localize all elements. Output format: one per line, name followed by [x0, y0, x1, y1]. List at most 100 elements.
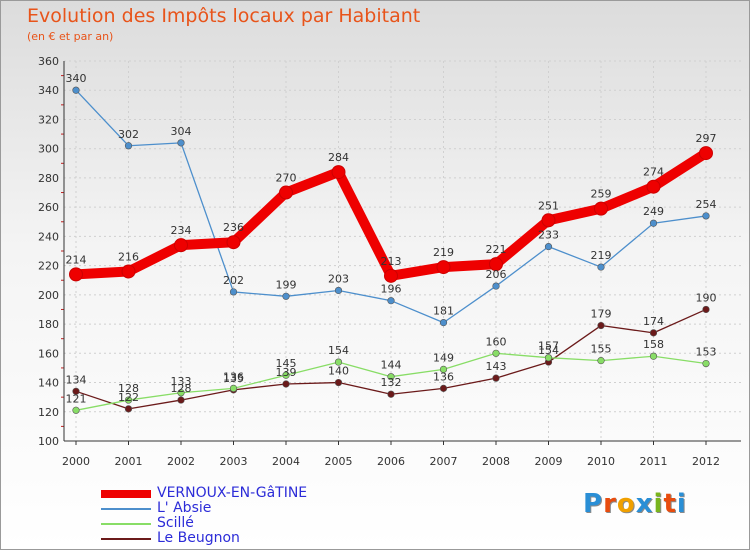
x-tick-label: 2012 [692, 455, 720, 468]
legend-item-beugnon: Le Beugnon [101, 531, 321, 546]
data-point [72, 387, 80, 395]
y-tick-label: 320 [38, 113, 59, 126]
data-point [439, 319, 448, 327]
data-point [124, 396, 133, 404]
data-point [331, 165, 346, 180]
legend-label-beugnon: Le Beugnon [157, 530, 240, 546]
data-point [597, 321, 605, 330]
logo-letter: i [653, 489, 664, 519]
data-point [229, 384, 238, 392]
data-label: 206 [486, 268, 507, 281]
data-point [282, 292, 290, 300]
data-label: 219 [433, 246, 454, 259]
data-point [544, 354, 553, 362]
x-tick-label: 2000 [62, 455, 90, 468]
legend-item-vernoux: VERNOUX-EN-GâTINE [101, 486, 321, 501]
data-label: 133 [171, 375, 192, 388]
data-label: 304 [171, 125, 192, 138]
x-tick-label: 2004 [272, 455, 300, 468]
y-tick-label: 160 [38, 347, 59, 360]
data-label: 181 [433, 305, 454, 318]
axes: 100 120 140 160 180 200 220 240 260 280 300 320 340 3… [38, 55, 741, 468]
data-point [177, 389, 185, 397]
data-label: 157 [538, 340, 559, 353]
y-tick-label: 220 [38, 260, 59, 273]
legend-swatch-absie [101, 508, 151, 510]
data-point [72, 86, 80, 94]
data-label: 174 [643, 315, 664, 328]
y-tick-label: 100 [38, 435, 59, 448]
y-tick-label: 300 [38, 143, 59, 156]
chart-title: Evolution des Impôts locaux par Habitant [27, 5, 421, 27]
data-point [649, 219, 658, 227]
data-label: 214 [66, 253, 87, 266]
data-label: 213 [381, 255, 402, 268]
data-point [597, 263, 605, 271]
data-point [702, 359, 710, 368]
data-label: 216 [118, 250, 139, 263]
y-tick-label: 360 [38, 55, 59, 68]
data-point [279, 185, 293, 200]
data-label: 136 [223, 370, 244, 383]
legend-item-absie: L' Absie [101, 501, 321, 516]
x-tick-label: 2003 [220, 455, 248, 468]
data-label: 154 [328, 344, 349, 357]
x-tick-label: 2007 [430, 455, 458, 468]
legend-label-scille: Scillé [157, 515, 194, 531]
data-point [177, 139, 185, 147]
data-label: 143 [486, 360, 507, 373]
data-label: 179 [591, 308, 612, 321]
proxiti-logo: Proxiti [583, 489, 687, 519]
data-point [334, 286, 343, 295]
data-point [594, 201, 608, 216]
chart-subtitle: (en € et par an) [27, 30, 114, 43]
logo-letter: i [676, 489, 687, 519]
legend: VERNOUX-EN-GâTINE L' Absie Scillé Le Beu… [101, 486, 321, 546]
data-point [439, 384, 448, 392]
data-point [174, 238, 188, 253]
data-point [649, 352, 658, 360]
data-point [124, 142, 133, 150]
x-tick-label: 2002 [167, 455, 195, 468]
data-point [387, 373, 395, 381]
data-point [492, 374, 500, 382]
data-label: 128 [118, 382, 139, 395]
data-label: 128 [171, 382, 192, 395]
data-label: 297 [696, 132, 717, 145]
data-point [436, 260, 451, 275]
legend-swatch-scille [101, 523, 151, 525]
data-label: 251 [538, 199, 559, 212]
data-label: 259 [591, 188, 612, 201]
data-label: 140 [328, 365, 349, 378]
logo-letter: t [663, 489, 677, 519]
data-label: 302 [118, 128, 139, 141]
data-label: 199 [276, 278, 297, 291]
data-label: 144 [381, 359, 402, 372]
data-point [439, 365, 448, 373]
data-point [541, 213, 556, 228]
data-point [489, 257, 503, 272]
data-point [492, 282, 500, 290]
series-lines [69, 86, 713, 414]
data-point [334, 358, 343, 366]
x-tick-label: 2010 [587, 455, 615, 468]
data-label: 274 [643, 166, 664, 179]
data-label: 121 [66, 392, 87, 405]
x-tick-label: 2009 [535, 455, 563, 468]
data-label: 139 [276, 366, 297, 379]
data-point [334, 378, 343, 387]
x-tick-label: 2011 [640, 455, 668, 468]
data-point [226, 235, 241, 250]
data-label: 284 [328, 151, 349, 164]
y-tick-label: 340 [38, 84, 59, 97]
y-tick-label: 280 [38, 172, 59, 185]
data-point [384, 268, 398, 283]
legend-swatch-vernoux [101, 490, 151, 498]
data-point [282, 371, 290, 379]
legend-label-vernoux: VERNOUX-EN-GâTINE [157, 485, 308, 501]
data-label: 136 [433, 370, 454, 383]
data-point [177, 396, 185, 404]
